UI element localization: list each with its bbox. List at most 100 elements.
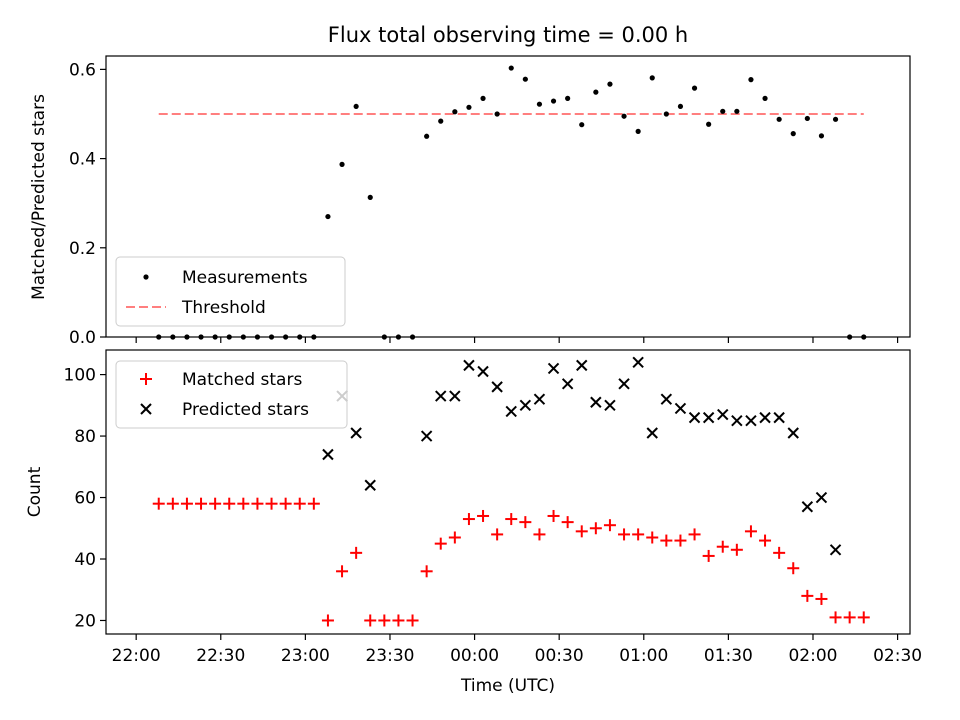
matched-star-point xyxy=(336,565,349,578)
matched-star-point xyxy=(787,562,800,575)
measurement-point xyxy=(452,109,458,115)
count-legend: Matched stars Predicted stars xyxy=(115,360,348,429)
matched-star-point xyxy=(307,497,320,510)
measurement-point xyxy=(607,81,613,87)
predicted-star-point xyxy=(829,544,842,556)
matched-star-point xyxy=(392,614,405,627)
count-y-axis-label: Count xyxy=(25,466,45,517)
predicted-star-point xyxy=(576,359,588,372)
measurement-point xyxy=(776,116,782,122)
matched-star-point xyxy=(152,497,165,510)
legend-measurements-marker xyxy=(143,274,149,280)
matched-star-point xyxy=(448,531,461,544)
matched-star-point xyxy=(829,611,842,624)
chart-title: Flux total observing time = 0.00 h xyxy=(328,23,688,47)
measurement-point xyxy=(438,118,444,124)
count-x-tick-label: 02:30 xyxy=(873,646,922,666)
measurement-point xyxy=(804,115,810,122)
measurement-point xyxy=(621,113,627,119)
predicted-star-point xyxy=(322,448,334,461)
ratio-axes: 0.0 0.2 0.4 0.6 Matched/Predicted stars Mea… xyxy=(29,55,911,348)
predicted-star-point xyxy=(420,430,433,442)
measurement-point xyxy=(663,111,669,117)
legend-threshold-label: Threshold xyxy=(181,298,266,318)
predicted-star-point xyxy=(759,411,771,424)
count-y-tick-label: 100 xyxy=(64,366,96,386)
predicted-star-point xyxy=(632,356,644,369)
legend-matched-marker xyxy=(140,373,152,385)
count-legend-box xyxy=(115,360,348,429)
matched-star-point xyxy=(759,534,772,547)
matched-star-point xyxy=(279,497,292,510)
count-x-ticks: 22:00 22:30 23:00 23:30 00:00 00:30 01:00 01:30… xyxy=(112,634,922,666)
matched-star-point xyxy=(773,546,786,559)
matched-star-point xyxy=(533,528,546,541)
predicted-star-point xyxy=(547,362,560,375)
count-y-tick-label: 60 xyxy=(74,489,96,509)
count-y-tick-label: 80 xyxy=(74,427,96,447)
count-x-tick-label: 00:30 xyxy=(535,646,584,666)
ratio-y-tick-label: 0.0 xyxy=(69,328,96,348)
count-y-ticks: 20 40 60 80 100 xyxy=(64,366,106,631)
predicted-star-point xyxy=(561,378,574,390)
predicted-star-point xyxy=(533,393,546,405)
matched-star-point xyxy=(223,497,236,510)
matched-star-point xyxy=(547,509,560,522)
matched-star-point xyxy=(166,497,179,510)
measurement-point xyxy=(579,122,585,128)
measurement-point xyxy=(353,103,359,110)
matched-star-point xyxy=(857,611,870,624)
predicted-star-point xyxy=(519,399,532,412)
predicted-star-point xyxy=(688,411,701,424)
matched-star-point xyxy=(406,614,419,627)
matched-star-point xyxy=(589,522,602,535)
matched-star-point xyxy=(251,497,264,510)
ratio-x-ticks xyxy=(135,337,899,343)
matched-star-point xyxy=(378,614,391,627)
count-x-tick-label: 02:00 xyxy=(788,646,837,666)
measurement-point xyxy=(706,121,712,127)
matched-star-point xyxy=(688,528,701,541)
measurement-point xyxy=(367,194,373,200)
count-x-tick-label: 22:00 xyxy=(112,646,161,666)
matched-star-point xyxy=(730,543,743,556)
measurement-point xyxy=(325,213,331,220)
matched-star-point xyxy=(603,519,616,532)
ratio-legend-box xyxy=(115,256,346,327)
predicted-star-point xyxy=(702,411,715,424)
measurement-point xyxy=(339,161,345,167)
measurement-point xyxy=(734,108,740,114)
matched-star-point xyxy=(632,528,645,541)
matched-star-point xyxy=(364,614,377,627)
matched-star-point xyxy=(462,513,475,526)
ratio-plot-marks xyxy=(156,65,867,340)
predicted-star-point xyxy=(350,427,362,439)
predicted-star-point xyxy=(815,491,828,504)
matched-star-point xyxy=(744,525,757,538)
matched-star-point xyxy=(321,614,334,627)
measurement-point xyxy=(466,104,472,110)
count-x-tick-label: 01:00 xyxy=(619,646,668,666)
matched-star-point xyxy=(293,497,306,510)
predicted-star-point xyxy=(745,414,757,427)
measurement-point xyxy=(536,101,543,107)
matched-star-point xyxy=(209,497,222,510)
count-axes-frame xyxy=(105,349,911,635)
matched-star-point xyxy=(434,537,447,550)
matched-star-point xyxy=(265,497,278,510)
matched-star-point xyxy=(519,516,532,529)
legend-measurements-label: Measurements xyxy=(182,268,308,288)
predicted-star-point xyxy=(435,390,447,402)
matched-star-point xyxy=(575,525,588,538)
predicted-star-point xyxy=(787,427,799,439)
measurement-point xyxy=(818,133,825,139)
count-axes: 20 40 60 80 100 22:00 22:30 23:00 23:30 00:00 00:… xyxy=(25,349,922,696)
ratio-y-tick-label: 0.2 xyxy=(69,239,96,259)
ratio-axes-frame xyxy=(105,55,911,338)
count-x-tick-label: 23:00 xyxy=(281,646,330,666)
matched-star-point xyxy=(646,531,659,544)
predicted-star-point xyxy=(590,396,602,408)
count-y-tick-label: 40 xyxy=(74,550,96,570)
predicted-star-point xyxy=(660,393,673,405)
